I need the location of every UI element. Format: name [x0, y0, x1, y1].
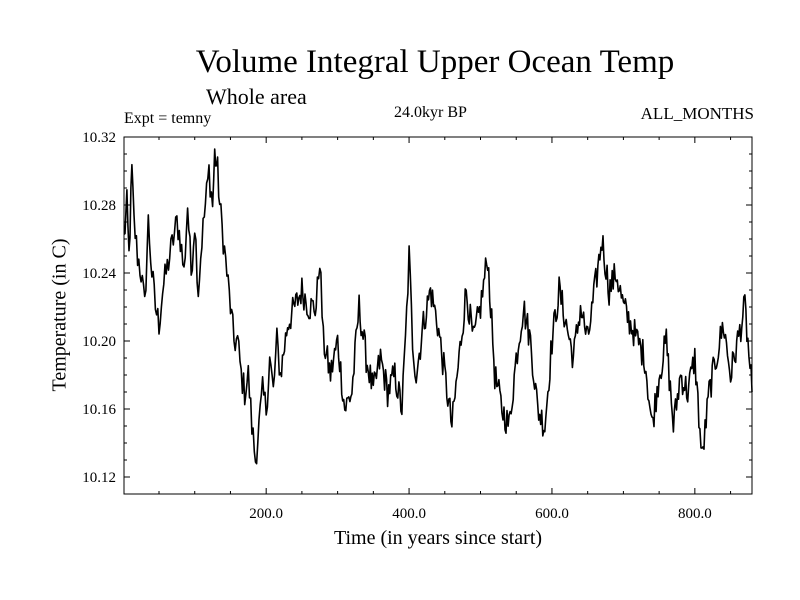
chart-title: Volume Integral Upper Ocean Temp — [195, 44, 675, 80]
x-tick-label: 200.0 — [249, 506, 283, 522]
y-tick-label: 10.20 — [82, 334, 116, 350]
y-tick-label: 10.12 — [82, 470, 116, 486]
y-tick-label: 10.24 — [82, 266, 116, 282]
x-tick-label: 400.0 — [392, 506, 426, 522]
y-tick-label: 10.28 — [82, 198, 116, 214]
months-label: ALL_MONTHS — [640, 104, 754, 123]
y-tick-label: 10.16 — [82, 402, 116, 418]
experiment-label: Expt = temny — [124, 110, 212, 127]
period-label: 24.0kyr BP — [394, 104, 467, 121]
chart-subtitle: Whole area — [206, 84, 307, 109]
series-line-temperature — [123, 148, 753, 465]
x-tick-label: 800.0 — [678, 506, 712, 522]
y-tick-label: 10.32 — [82, 130, 116, 146]
x-axis-label: Time (in years since start) — [333, 527, 543, 549]
plot-frame — [123, 136, 753, 495]
x-tick-label: 600.0 — [535, 506, 569, 522]
